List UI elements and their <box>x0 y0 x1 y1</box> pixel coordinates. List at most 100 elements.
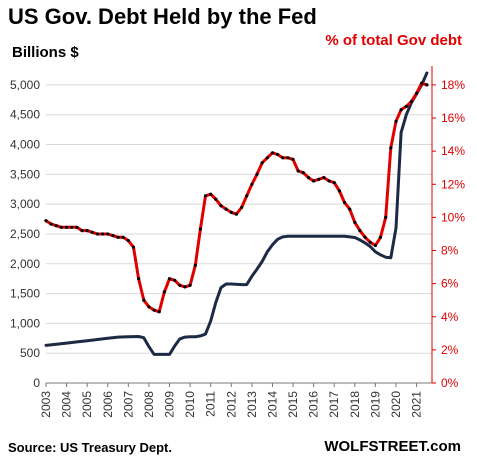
pct-data-point <box>368 240 372 244</box>
pct-data-point <box>106 232 110 236</box>
pct-data-point <box>415 91 419 95</box>
pct-data-point <box>54 224 58 228</box>
x-tick-label: 2021 <box>410 391 424 418</box>
pct-data-point <box>389 146 393 150</box>
left-tick-label: 4,000 <box>10 138 40 152</box>
x-tick-label: 2008 <box>142 391 156 418</box>
pct-data-point <box>209 192 213 196</box>
pct-data-point <box>281 156 285 160</box>
pct-data-point <box>306 176 311 180</box>
x-tick-label: 2003 <box>39 391 53 418</box>
pct-data-point <box>157 310 161 314</box>
pct-data-point <box>75 225 79 229</box>
pct-data-point <box>116 235 120 239</box>
pct-data-point <box>409 99 413 104</box>
pct-data-point <box>404 104 408 108</box>
x-tick-label: 2013 <box>245 391 259 418</box>
left-tick-label: 3,000 <box>10 197 40 211</box>
left-tick-label: 3,500 <box>10 167 40 181</box>
left-tick-label: 2,000 <box>10 257 40 271</box>
left-tick-label: 0 <box>33 376 40 390</box>
pct-data-point <box>255 172 259 176</box>
pct-data-point <box>250 182 254 186</box>
pct-data-point <box>224 207 228 211</box>
x-tick-label: 2004 <box>60 391 74 418</box>
right-tick-label: 2% <box>441 343 459 357</box>
pct-data-point <box>399 108 403 112</box>
right-tick-label: 16% <box>441 111 465 125</box>
pct-data-point <box>44 219 48 223</box>
pct-data-point <box>167 277 172 281</box>
pct-data-point <box>229 210 233 214</box>
pct-data-point <box>348 207 352 211</box>
pct-series-line <box>44 81 429 314</box>
pct-data-point <box>337 189 341 193</box>
pct-data-point <box>111 234 115 238</box>
chart-title: US Gov. Debt Held by the Fed <box>8 4 317 29</box>
pct-data-point <box>198 227 202 231</box>
right-axis-title: % of total Gov debt <box>325 32 462 49</box>
pct-data-point <box>101 232 105 236</box>
pct-data-point <box>178 283 182 287</box>
right-tick-label: 18% <box>441 78 465 92</box>
left-axis-title: Billions $ <box>12 44 79 61</box>
pct-data-point <box>95 232 100 236</box>
pct-data-point <box>327 179 331 183</box>
x-tick-label: 2012 <box>224 391 238 418</box>
pct-data-point <box>312 179 316 183</box>
x-tick-label: 2010 <box>183 391 197 418</box>
x-tick-label: 2019 <box>368 391 382 418</box>
x-tick-label: 2018 <box>348 391 362 418</box>
pct-data-point <box>203 194 208 198</box>
pct-data-point <box>183 285 187 289</box>
pct-data-point <box>425 83 429 87</box>
pct-data-point <box>219 204 223 208</box>
x-tick-label: 2011 <box>204 391 218 417</box>
x-tick-label: 2005 <box>80 391 94 418</box>
right-tick-label: 6% <box>441 277 459 291</box>
right-tick-label: 12% <box>441 177 465 191</box>
pct-data-point <box>420 81 424 85</box>
pct-data-point <box>342 200 347 205</box>
pct-data-point <box>317 177 321 181</box>
right-tick-label: 10% <box>441 210 465 224</box>
x-tick-label: 2017 <box>327 391 341 418</box>
pct-data-point <box>240 205 244 210</box>
x-tick-label: 2015 <box>286 391 300 418</box>
pct-data-point <box>332 181 336 185</box>
x-tick-label: 2020 <box>389 391 403 418</box>
pct-data-point <box>126 239 130 243</box>
pct-data-point <box>152 308 156 312</box>
left-tick-label: 1,500 <box>10 287 40 301</box>
left-tick-label: 500 <box>20 346 40 360</box>
right-tick-label: 8% <box>441 244 459 258</box>
pct-data-point <box>286 156 290 160</box>
left-tick-label: 2,500 <box>10 227 40 241</box>
brand-label: WOLFSTREET.com <box>324 438 461 455</box>
pct-data-point <box>270 151 275 155</box>
pct-data-point <box>147 305 151 309</box>
pct-data-point <box>90 230 94 234</box>
pct-data-point <box>260 161 264 165</box>
pct-data-point <box>322 176 326 180</box>
pct-data-point <box>291 157 295 161</box>
x-tick-label: 2007 <box>121 391 135 418</box>
pct-data-point <box>142 298 146 302</box>
pct-data-point <box>193 263 197 267</box>
pct-data-point <box>353 220 357 224</box>
source-note: Source: US Treasury Dept. <box>8 440 172 455</box>
pct-data-point <box>70 225 74 229</box>
x-tick-label: 2014 <box>265 391 279 418</box>
pct-data-point <box>137 277 141 281</box>
pct-data-point <box>214 197 218 201</box>
pct-data-point <box>234 212 238 216</box>
pct-data-point <box>301 171 305 175</box>
pct-data-point <box>173 278 177 282</box>
x-tick-label: 2006 <box>101 391 115 418</box>
pct-data-point <box>188 283 192 287</box>
pct-data-point <box>131 245 136 249</box>
pct-data-point <box>65 225 69 229</box>
left-tick-label: 5,000 <box>10 78 40 92</box>
